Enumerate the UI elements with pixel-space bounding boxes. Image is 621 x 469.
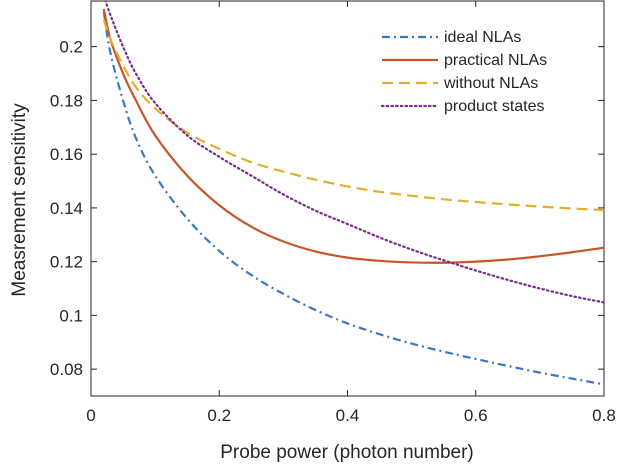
y-axis: 0.08 0.1 0.12 0.14 0.16 0.18 0.2: [50, 38, 604, 379]
series-line-ideal-nlas: [102, 11, 604, 386]
y-tick-label: 0.12: [50, 253, 83, 272]
x-tick-label: 0: [86, 406, 95, 425]
series-line-product-states: [104, 1, 604, 304]
series-line-practical-nlas: [102, 8, 604, 264]
x-tick-label: 0.2: [207, 406, 231, 425]
series-line-without-nlas: [102, 19, 604, 212]
x-axis: 0 0.2 0.4 0.6 0.8: [86, 1, 616, 425]
y-tick-label: 0.2: [59, 38, 83, 57]
y-axis-label: Measrement sensitivity: [9, 103, 30, 297]
x-tick-label: 0.4: [336, 406, 360, 425]
x-axis-label: Probe power (photon number): [220, 442, 473, 463]
legend-label-product-states: product states: [444, 98, 545, 115]
y-tick-label: 0.08: [50, 360, 83, 379]
legend-label-practical-nlas: practical NLAs: [444, 52, 547, 69]
series-layer: [102, 1, 604, 386]
legend-label-ideal-nlas: ideal NLAs: [444, 29, 521, 46]
legend: ideal NLAs practical NLAs without NLAs prod…: [380, 29, 547, 115]
x-tick-label: 0.8: [592, 406, 616, 425]
legend-label-without-nlas: without NLAs: [443, 75, 538, 92]
x-tick-label: 0.6: [464, 406, 488, 425]
y-tick-label: 0.16: [50, 145, 83, 164]
y-tick-label: 0.1: [59, 306, 83, 325]
y-tick-label: 0.18: [50, 91, 83, 110]
y-tick-label: 0.14: [50, 199, 83, 218]
